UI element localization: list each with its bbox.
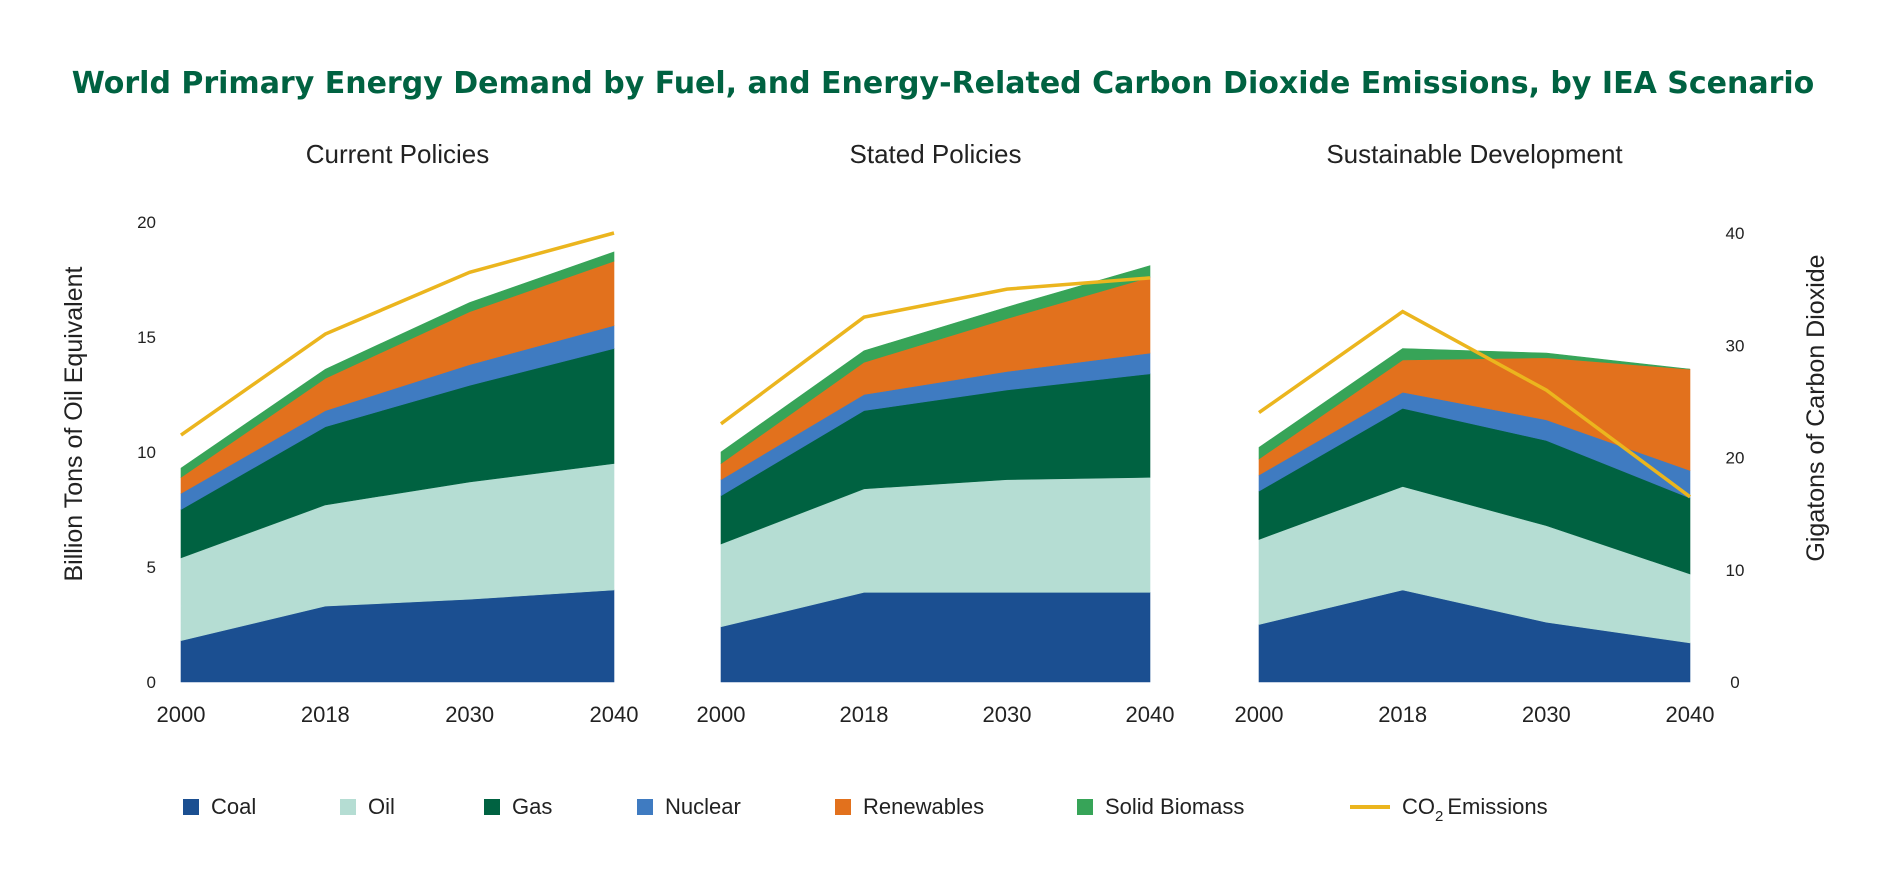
legend-item-renewables: Renewables <box>835 794 984 819</box>
y-right-tick-label: 20 <box>1726 449 1745 468</box>
legend-item-co2-emissions: CO2 Emissions <box>1350 794 1548 825</box>
legend-item-coal: Coal <box>183 794 256 819</box>
y-left-tick-label: 10 <box>137 443 156 462</box>
x-tick-label: 2018 <box>301 702 350 727</box>
x-tick-label: 2030 <box>983 702 1032 727</box>
legend-item-gas: Gas <box>484 794 552 819</box>
chart-axes: 0 5 10 15 20 0 10 20 30 40 Billion Tons of Oil Equ… <box>60 213 1830 692</box>
legend-swatch <box>835 799 851 815</box>
chart-legend: Coal Oil Gas Nuclear Renewables Solid Biomass… <box>183 794 1548 825</box>
y-left-tick-label: 5 <box>147 558 156 577</box>
y-right-tick-label: 40 <box>1726 224 1745 243</box>
legend-label: Gas <box>512 794 552 819</box>
legend-swatch <box>1077 799 1093 815</box>
panel-title: Sustainable Development <box>1326 139 1623 169</box>
legend-label: Nuclear <box>665 794 741 819</box>
x-tick-label: 2000 <box>697 702 746 727</box>
y-right-tick-label: 30 <box>1726 336 1745 355</box>
legend-label: Renewables <box>863 794 984 819</box>
y-left-tick-label: 20 <box>137 213 156 232</box>
panel-sustainable-development: Sustainable Development 2000 2018 2030 2040 <box>1235 139 1715 727</box>
chart-title: World Primary Energy Demand by Fuel, and… <box>72 66 1815 101</box>
legend-swatch <box>183 799 199 815</box>
x-tick-label: 2018 <box>1378 702 1427 727</box>
y-right-axis-label: Gigatons of Carbon Dioxide <box>1802 254 1830 561</box>
x-tick-label: 2030 <box>1522 702 1571 727</box>
legend-item-nuclear: Nuclear <box>637 794 741 819</box>
y-left-tick-label: 0 <box>147 673 156 692</box>
x-tick-label: 2000 <box>157 702 206 727</box>
legend-item-solid-biomass: Solid Biomass <box>1077 794 1244 819</box>
x-tick-label: 2018 <box>840 702 889 727</box>
area-solid-biomass <box>720 265 1151 465</box>
legend-item-oil: Oil <box>340 794 395 819</box>
co2-subscript: 2 <box>1435 808 1443 825</box>
co2-emissions-line <box>179 231 615 437</box>
co2-text: CO <box>1402 794 1435 819</box>
legend-label: CO2 Emissions <box>1402 794 1548 825</box>
co2-emissions-line <box>1257 309 1692 499</box>
area-solid-biomass <box>180 251 615 478</box>
x-tick-label: 2000 <box>1235 702 1284 727</box>
legend-swatch <box>484 799 500 815</box>
legend-swatch <box>340 799 356 815</box>
y-left-axis-label: Billion Tons of Oil Equivalent <box>60 266 88 581</box>
legend-label: Oil <box>368 794 395 819</box>
panel-title: Current Policies <box>306 139 490 169</box>
panel-stated-policies: Stated Policies 2000 2018 2030 2040 <box>697 139 1175 727</box>
legend-label: Solid Biomass <box>1105 794 1244 819</box>
co2-emissions-line <box>719 276 1151 426</box>
legend-swatch <box>637 799 653 815</box>
panel-current-policies: Current Policies 2000 2018 2030 2040 <box>157 139 639 727</box>
x-tick-label: 2040 <box>1126 702 1175 727</box>
co2-suffix: Emissions <box>1447 794 1547 819</box>
area-solid-biomass <box>1258 348 1691 460</box>
legend-label: Coal <box>211 794 256 819</box>
x-tick-label: 2030 <box>445 702 494 727</box>
y-right-tick-label: 0 <box>1730 673 1739 692</box>
y-left-tick-label: 15 <box>137 328 156 347</box>
x-tick-label: 2040 <box>590 702 639 727</box>
y-right-tick-label: 10 <box>1726 561 1745 580</box>
x-tick-label: 2040 <box>1666 702 1715 727</box>
panel-title: Stated Policies <box>850 139 1022 169</box>
